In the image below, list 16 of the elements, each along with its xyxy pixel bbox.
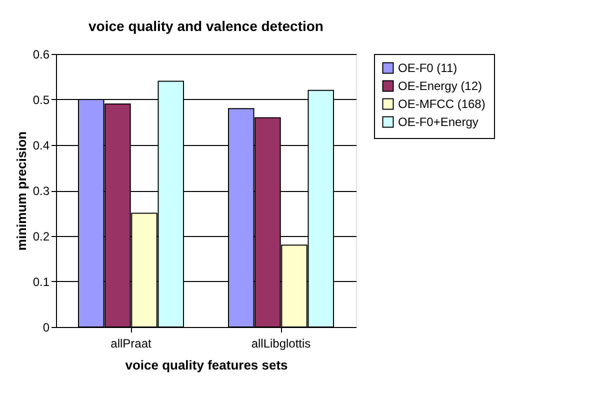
y-tick-label: 0.1	[32, 275, 50, 289]
y-tick-label: 0	[42, 320, 50, 334]
legend-label: OE-MFCC (168)	[398, 97, 486, 111]
chart-title: voice quality and valence detection	[88, 18, 324, 34]
y-tick-label: 0.6	[32, 48, 50, 62]
x-tick-label: allLibglottis	[251, 336, 311, 350]
y-tick-label: 0.2	[32, 230, 50, 244]
legend-label: OE-Energy (12)	[398, 79, 482, 93]
y-axis-title: minimum precision	[14, 131, 29, 251]
x-tick-label: allPraat	[110, 336, 152, 350]
y-tick-label: 0.5	[32, 93, 50, 107]
y-tick-label: 0.3	[32, 184, 50, 198]
legend-label: OE-F0 (11)	[398, 61, 458, 75]
legend-label: OE-F0+Energy	[398, 115, 478, 129]
x-axis-title: voice quality features sets	[125, 358, 288, 372]
y-tick-label: 0.4	[32, 138, 50, 152]
